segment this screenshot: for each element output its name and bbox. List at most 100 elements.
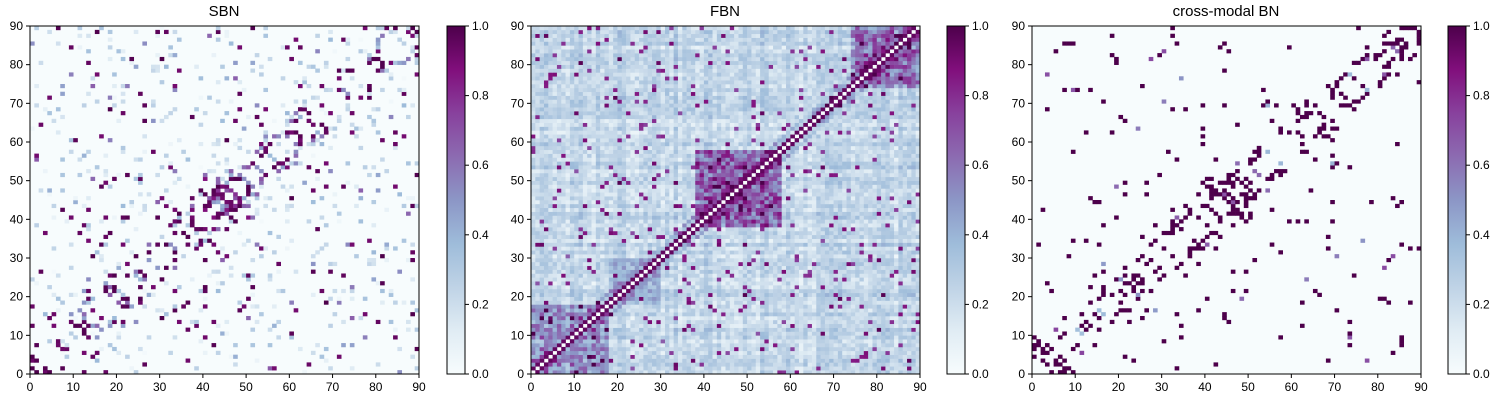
- heatmap-cell: [708, 269, 713, 274]
- heatmap-cell: [876, 277, 882, 282]
- x-tick-label: 90: [412, 380, 426, 394]
- heatmap-cell: [539, 300, 545, 305]
- heatmap-cell: [393, 29, 398, 35]
- heatmap-cell: [617, 273, 623, 278]
- heatmap-cell: [367, 172, 372, 178]
- heatmap-cell: [280, 288, 286, 294]
- heatmap-cell: [639, 223, 644, 228]
- heatmap-cell: [664, 261, 670, 267]
- heatmap-cell: [626, 335, 631, 340]
- heatmap-cell: [751, 230, 757, 236]
- heatmap-cell: [621, 254, 627, 259]
- heatmap-cell: [600, 250, 605, 255]
- heatmap-cell: [664, 285, 670, 290]
- heatmap-cell: [729, 269, 735, 274]
- heatmap-cell: [237, 91, 243, 96]
- heatmap-cell: [777, 331, 782, 336]
- heatmap-cell: [859, 296, 865, 301]
- heatmap-cell: [872, 296, 878, 301]
- heatmap-cell: [531, 234, 536, 239]
- heatmap-cell: [220, 192, 225, 197]
- heatmap-cell: [138, 277, 143, 282]
- heatmap-cell: [760, 323, 765, 328]
- heatmap-cell: [552, 319, 558, 325]
- heatmap-cell: [755, 300, 761, 305]
- heatmap-cell: [660, 238, 666, 243]
- heatmap-cell: [708, 227, 713, 232]
- heatmap-cell: [885, 331, 891, 336]
- heatmap-cell: [738, 319, 744, 325]
- heatmap-cell: [677, 234, 683, 239]
- heatmap-cell: [768, 254, 774, 259]
- heatmap-cell: [215, 180, 221, 185]
- heatmap-cell: [881, 350, 886, 355]
- heatmap-cell: [682, 370, 687, 375]
- heatmap-cell: [798, 207, 804, 212]
- heatmap-cell: [168, 242, 173, 247]
- heatmap-cell: [142, 288, 147, 294]
- heatmap-cell: [855, 366, 860, 371]
- heatmap-cell: [747, 354, 752, 359]
- heatmap-cell: [876, 230, 882, 236]
- heatmap-cell: [781, 358, 787, 363]
- heatmap-cell: [898, 227, 904, 232]
- heatmap-cell: [755, 207, 761, 212]
- heatmap-cell: [837, 207, 843, 212]
- heatmap-cell: [237, 107, 243, 112]
- heatmap-cell: [907, 350, 912, 355]
- heatmap-cell: [367, 114, 372, 120]
- heatmap-cell: [842, 242, 847, 247]
- heatmap-cell: [656, 312, 661, 317]
- heatmap-cell: [885, 288, 891, 294]
- heatmap-cell: [686, 296, 692, 301]
- heatmap-cell: [112, 176, 117, 181]
- heatmap-cell: [855, 292, 860, 297]
- heatmap-cell: [250, 258, 256, 263]
- heatmap-cell: [556, 200, 562, 205]
- heatmap-cell: [207, 238, 212, 243]
- heatmap-cell: [237, 165, 243, 170]
- heatmap-cell: [716, 207, 722, 212]
- heatmap-cell: [414, 53, 420, 58]
- heatmap-cell: [263, 246, 269, 251]
- heatmap-cell: [600, 211, 605, 216]
- heatmap-cell: [876, 350, 882, 355]
- heatmap-cell: [617, 319, 623, 325]
- heatmap-cell: [578, 215, 584, 220]
- heatmap-cell: [833, 227, 839, 232]
- heatmap-cell: [362, 165, 368, 170]
- heatmap-cell: [833, 343, 839, 348]
- heatmap-cell: [677, 316, 683, 321]
- heatmap-cell: [842, 292, 847, 297]
- heatmap-cell: [142, 149, 147, 154]
- heatmap-cell: [146, 292, 152, 297]
- heatmap-cell: [855, 308, 860, 313]
- heatmap-cell: [552, 238, 558, 243]
- heatmap-cell: [600, 238, 605, 243]
- heatmap-cell: [764, 215, 770, 220]
- heatmap-cell: [725, 223, 731, 228]
- heatmap-cell: [824, 227, 830, 232]
- heatmap-cell: [652, 312, 657, 317]
- heatmap-cell: [807, 203, 813, 209]
- heatmap-cell: [876, 227, 882, 232]
- heatmap-cell: [742, 223, 748, 228]
- heatmap-cell: [345, 37, 351, 42]
- heatmap-cell: [561, 219, 566, 224]
- heatmap-cell: [850, 312, 856, 317]
- heatmap-cell: [859, 273, 865, 278]
- heatmap-cell: [341, 87, 346, 93]
- heatmap-cell: [293, 99, 299, 104]
- heatmap-cell: [833, 211, 839, 216]
- heatmap-cell: [833, 358, 839, 363]
- heatmap-cell: [816, 219, 821, 224]
- heatmap-cell: [820, 316, 826, 321]
- heatmap-cell: [781, 339, 787, 344]
- heatmap-cell: [716, 223, 722, 228]
- heatmap-cell: [552, 308, 558, 313]
- heatmap-cell: [254, 211, 260, 216]
- heatmap-cell: [716, 354, 722, 359]
- heatmap-cell: [855, 250, 860, 255]
- heatmap-cell: [202, 111, 208, 116]
- heatmap-cell: [755, 370, 761, 375]
